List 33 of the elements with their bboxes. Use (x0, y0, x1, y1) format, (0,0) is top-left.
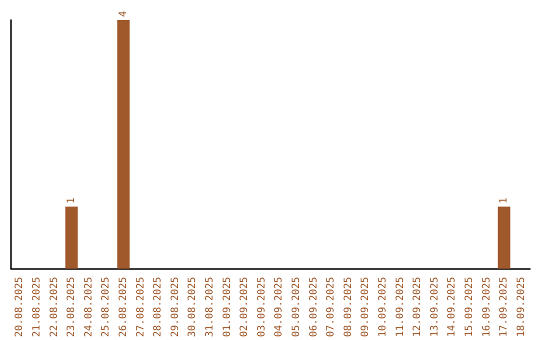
x-tick-label: 18.09.2025 (516, 276, 527, 338)
x-tick-label: 06.09.2025 (308, 276, 320, 338)
x-tick-label: 12.09.2025 (412, 276, 424, 338)
x-tick-label: 02.09.2025 (239, 276, 250, 338)
x-tick-label: 20.08.2025 (14, 276, 26, 338)
data-label: 4 (118, 10, 129, 17)
data-label: 1 (66, 198, 78, 204)
x-tick-label: 29.08.2025 (170, 276, 181, 338)
x-tick-label: 15.09.2025 (464, 276, 475, 338)
x-tick-label: 30.08.2025 (187, 276, 198, 338)
x-tick-label: 24.08.2025 (83, 276, 94, 338)
data-label: 1 (498, 198, 510, 204)
x-tick-label: 04.09.2025 (274, 276, 285, 338)
x-tick-label: 13.09.2025 (429, 276, 440, 338)
x-tick-label: 11.09.2025 (394, 276, 406, 338)
x-tick-label: 31.08.2025 (204, 276, 216, 338)
x-tick-label: 09.09.2025 (360, 276, 372, 338)
x-tick-label: 17.09.2025 (498, 276, 510, 338)
x-tick-label: 22.08.2025 (48, 276, 60, 338)
x-tick-label: 28.08.2025 (152, 276, 164, 338)
x-tick-label: 26.08.2025 (118, 276, 129, 338)
x-tick-label: 25.08.2025 (100, 276, 112, 338)
x-tick-label: 16.09.2025 (481, 276, 492, 338)
x-tick-label: 05.09.2025 (290, 276, 302, 338)
x-tick-label: 23.08.2025 (66, 276, 78, 338)
x-tick-label: 01.09.2025 (222, 276, 233, 338)
x-tick-label: 07.09.2025 (326, 276, 337, 338)
x-tick-label: 21.08.2025 (31, 276, 42, 338)
x-tick-label: 27.08.2025 (135, 276, 146, 338)
x-tick-label: 14.09.2025 (446, 276, 458, 338)
x-tick-label: 10.09.2025 (377, 276, 388, 338)
x-tick-label: 08.09.2025 (342, 276, 354, 338)
x-tick-label: 03.09.2025 (256, 276, 268, 338)
